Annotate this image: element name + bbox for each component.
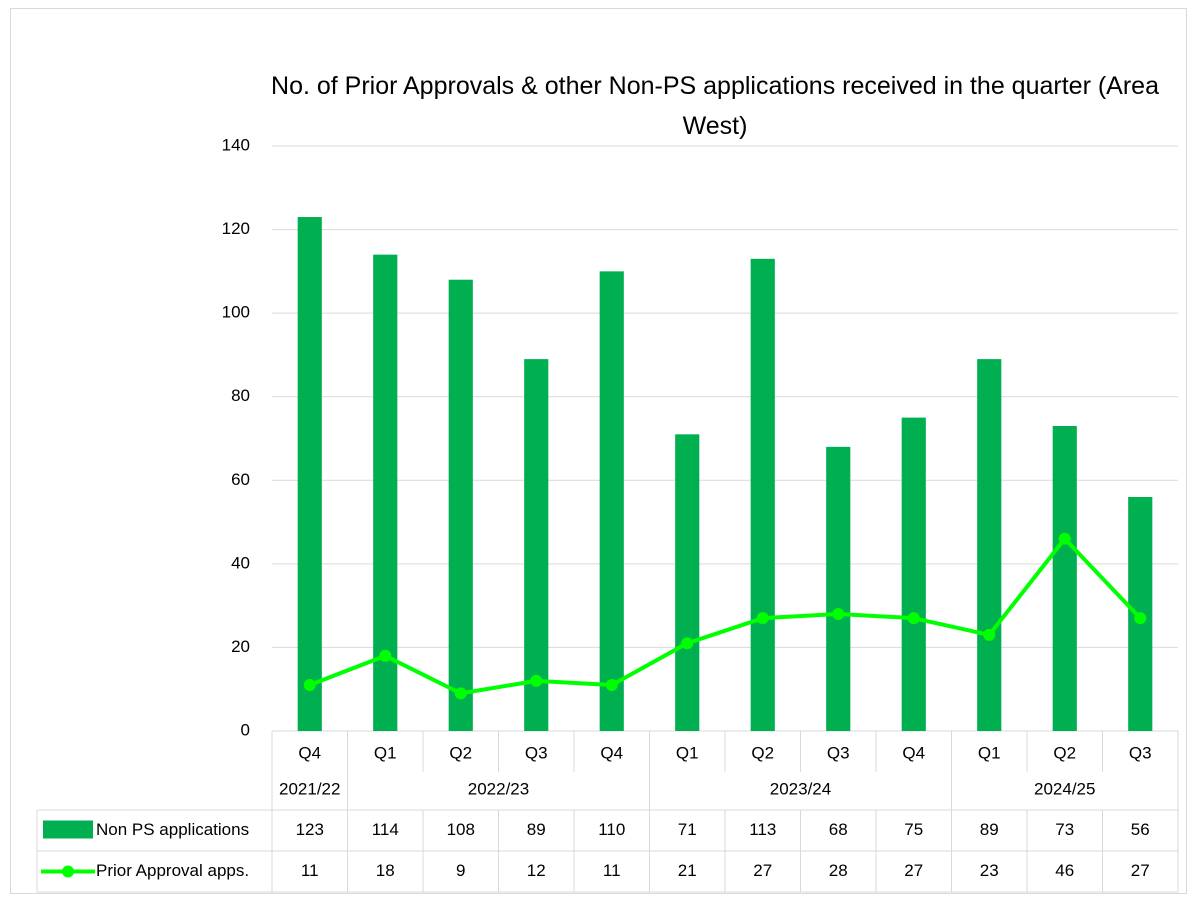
chart-border: [10, 8, 1187, 894]
marker: [907, 612, 920, 625]
y-tick-label: 60: [231, 470, 250, 489]
y-tick-label: 120: [222, 219, 250, 238]
line: [309, 536, 1142, 696]
marker: [605, 679, 618, 692]
x-tick-label: Q2: [751, 743, 774, 762]
table-value: 89: [527, 820, 546, 839]
x-tick-label: Q1: [676, 743, 699, 762]
group-label: 2024/25: [1034, 779, 1095, 798]
table-value: 12: [527, 861, 546, 880]
table-value: 108: [447, 820, 475, 839]
table-value: 27: [1131, 861, 1150, 880]
x-tick-label: Q4: [600, 743, 623, 762]
table-value: 18: [376, 861, 395, 880]
marker: [983, 628, 996, 641]
y-tick-label: 80: [231, 386, 250, 405]
bar: [524, 359, 549, 731]
marker: [530, 674, 543, 687]
table-value: 46: [1055, 861, 1074, 880]
legend-key: [62, 865, 74, 878]
x-tick-label: Q1: [374, 743, 397, 762]
bar: [599, 271, 624, 731]
x-tick-label: Q3: [827, 743, 850, 762]
marker: [832, 608, 845, 620]
bar: [901, 417, 926, 731]
group-label: 2022/23: [468, 779, 529, 798]
table-value: 11: [603, 861, 621, 880]
y-tick-label: 100: [222, 303, 250, 322]
legend-label: Non PS applications: [96, 820, 249, 839]
marker: [756, 612, 769, 625]
table-value: 11: [301, 861, 319, 880]
bar: [750, 258, 775, 731]
y-tick-label: 0: [241, 720, 250, 739]
marker: [303, 679, 316, 692]
table-value: 27: [904, 861, 923, 880]
x-tick-label: Q4: [902, 743, 925, 762]
table-value: 75: [904, 820, 923, 839]
marker: [454, 687, 467, 700]
table-value: 114: [372, 820, 399, 839]
y-tick-label: 40: [231, 553, 250, 572]
x-tick-label: Q3: [525, 743, 548, 762]
table-value: 23: [980, 861, 999, 880]
bar: [1052, 425, 1077, 731]
table-value: 113: [749, 820, 776, 839]
bar: [977, 359, 1002, 731]
x-tick-label: Q2: [449, 743, 472, 762]
legend-key: [43, 820, 93, 839]
chart-title: No. of Prior Approvals & other Non-PS ap…: [271, 72, 1159, 140]
table-value: 89: [980, 820, 999, 839]
legend-label: Prior Approval apps.: [96, 861, 249, 880]
group-label: 2023/24: [770, 779, 831, 798]
bar: [297, 217, 322, 732]
marker: [1058, 532, 1071, 545]
table-value: 73: [1055, 820, 1074, 839]
group-label: 2021/22: [279, 779, 340, 798]
x-tick-label: Q4: [298, 743, 321, 762]
table-value: 56: [1131, 820, 1150, 839]
marker: [379, 649, 392, 662]
bar: [448, 279, 473, 731]
x-tick-label: Q1: [978, 743, 1001, 762]
bar: [675, 434, 700, 731]
x-tick-label: Q3: [1129, 743, 1152, 762]
table-value: 110: [598, 820, 625, 839]
bar: [826, 446, 851, 731]
table-value: 28: [829, 861, 848, 880]
table-value: 123: [296, 820, 324, 839]
y-tick-label: 140: [222, 135, 250, 154]
table-value: 21: [678, 861, 697, 880]
marker: [1134, 612, 1147, 625]
table-value: 27: [753, 861, 772, 880]
y-tick-label: 20: [231, 637, 250, 656]
table-value: 9: [456, 861, 465, 880]
table-value: 68: [829, 820, 848, 839]
marker: [681, 637, 694, 650]
table-value: 71: [678, 820, 697, 839]
x-tick-label: Q2: [1053, 743, 1076, 762]
